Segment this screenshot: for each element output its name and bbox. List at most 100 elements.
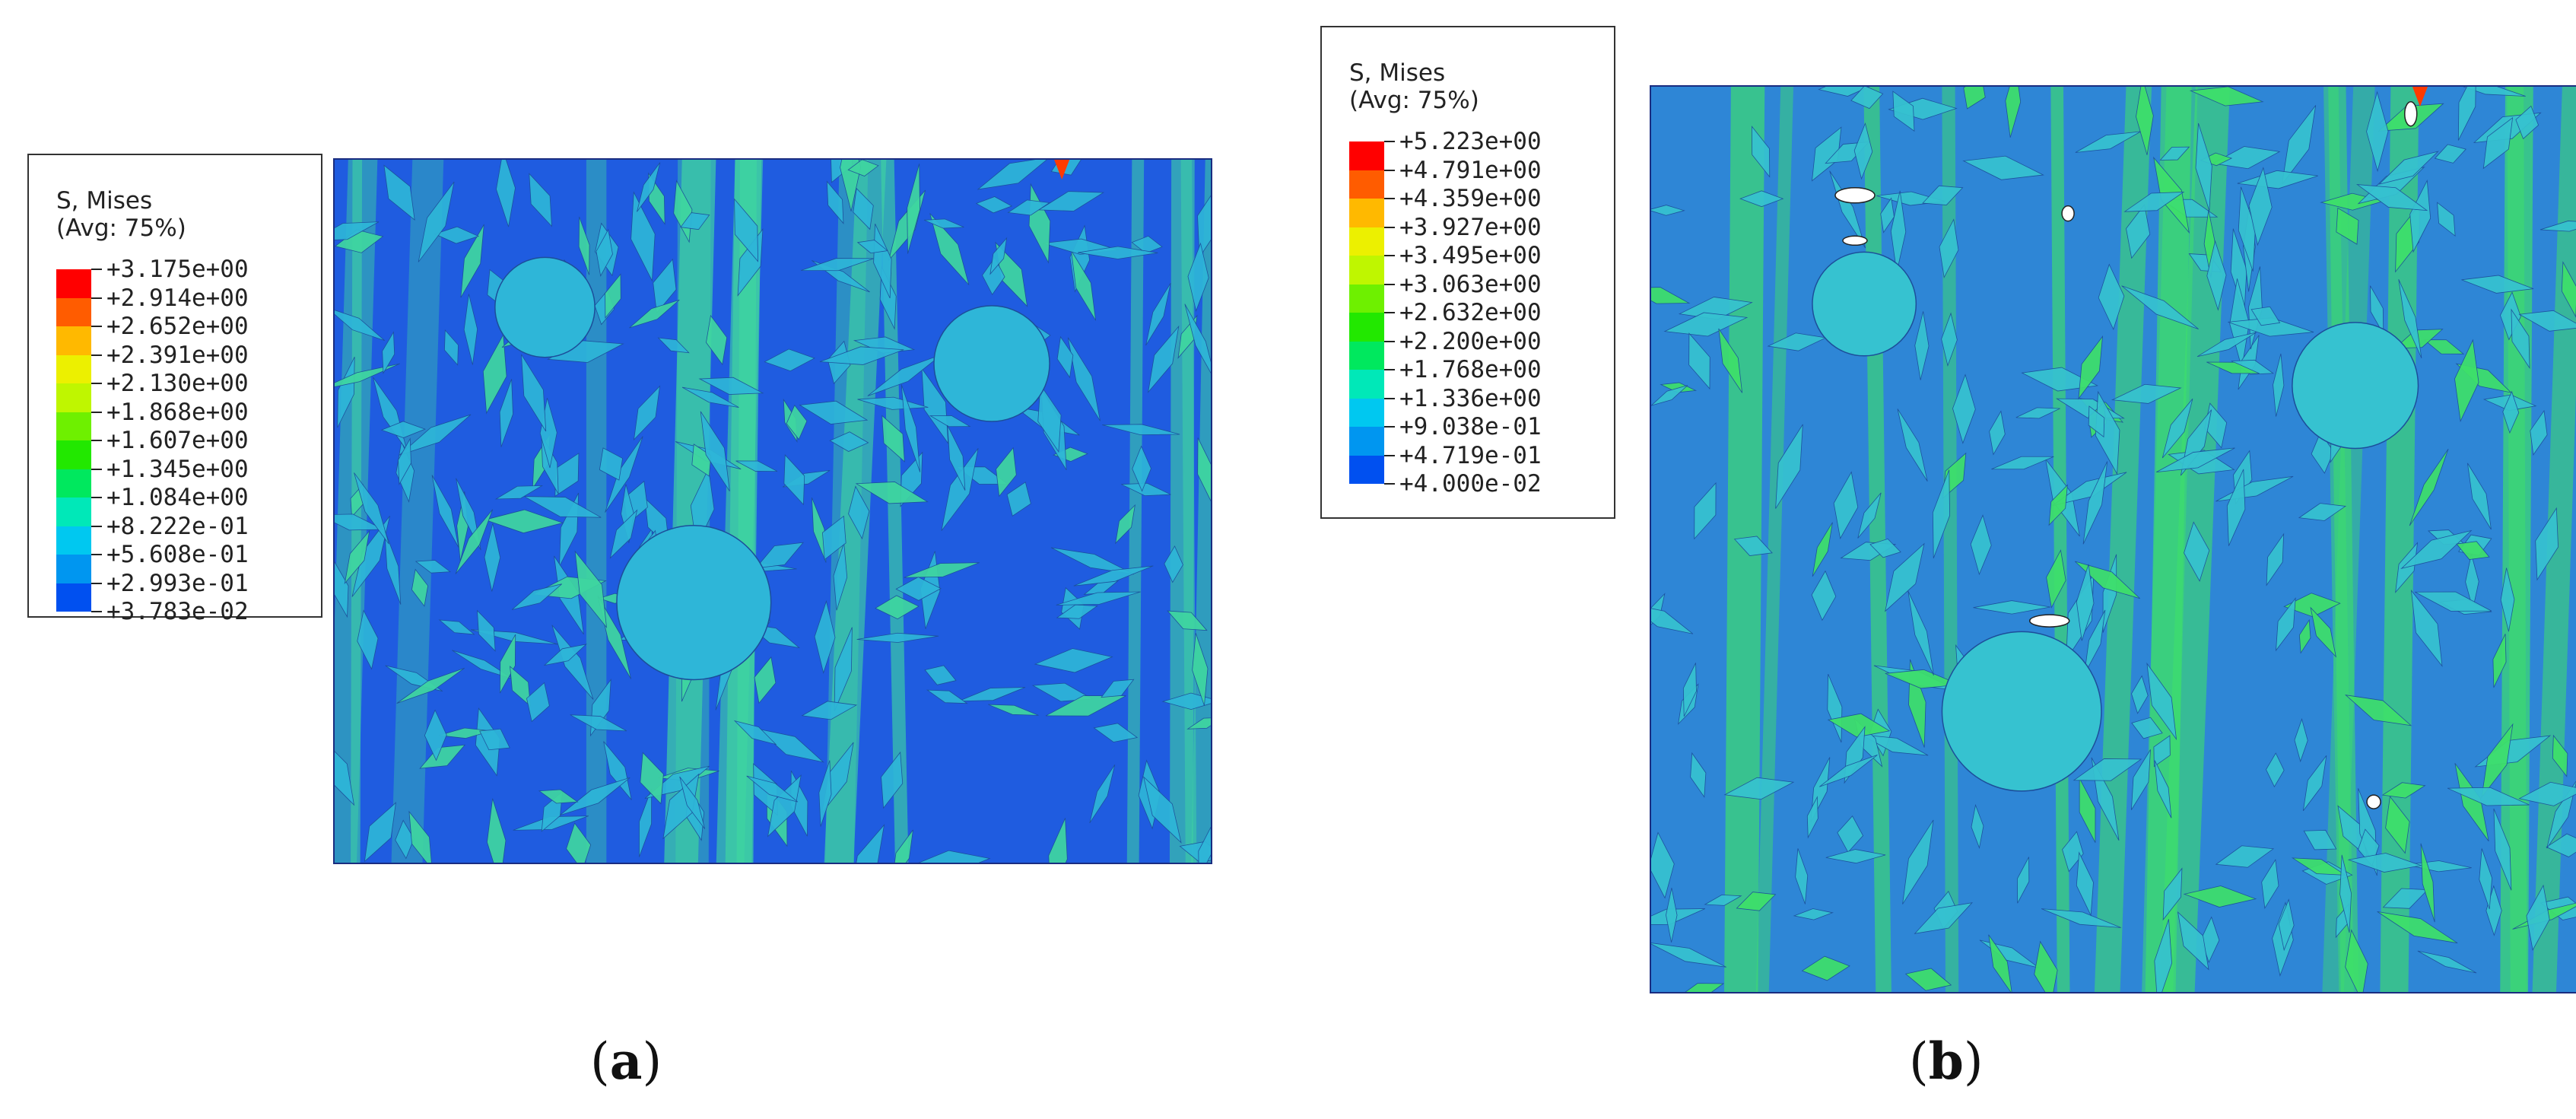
aggregate-particle (2377, 151, 2439, 185)
aggregate-particle (1651, 205, 1685, 216)
legend-tick-label: +1.345e+00 (106, 455, 249, 483)
aggregate-particle (2136, 87, 2154, 155)
aggregate-particle (921, 367, 949, 445)
aggregate-particle (1048, 818, 1068, 863)
aggregate-particle (2511, 308, 2530, 370)
legend-swatch (1349, 199, 1384, 227)
aggregate-particle (653, 258, 677, 314)
aggregate-particle (2410, 589, 2443, 667)
aggregate-particle (633, 385, 661, 441)
aggregate-particle (2073, 758, 2142, 781)
legend-tick-label: +4.000e-02 (1399, 470, 1542, 498)
aggregate-particle (1861, 734, 1929, 756)
aggregate-particle (2515, 105, 2539, 140)
panel-b: S, Mises (Avg: 75%) +5.223e+00 +4.791e+00… (1293, 0, 2576, 1119)
aggregate-particle (850, 823, 885, 863)
legend-subtitle: (Avg: 75%) (1349, 87, 1479, 114)
legend-tick-label: +4.359e+00 (1399, 185, 1542, 212)
aggregate-particle (510, 666, 531, 707)
aggregate-particle (1914, 902, 1974, 934)
aggregate-particle (1857, 492, 1882, 539)
legend-swatch (1349, 427, 1384, 456)
aggregate-particle (2017, 857, 2030, 904)
aggregate-particle (2347, 853, 2422, 873)
legend-swatch (1349, 170, 1384, 199)
aggregate-particle (2131, 717, 2163, 739)
aggregate-particle (929, 415, 971, 428)
legend-swatch (56, 555, 91, 583)
aggregate-particle (2546, 833, 2576, 857)
aggregate-particle (1187, 242, 1209, 312)
stress-band (725, 160, 762, 863)
legend-swatch (1349, 398, 1384, 427)
legend-tick (1384, 397, 1395, 399)
aggregate-particle (2177, 911, 2209, 971)
circular-inclusion (933, 305, 1050, 422)
legend-tick (91, 554, 102, 555)
aggregate-particle (2423, 339, 2465, 354)
legend-tick-label: +1.336e+00 (1399, 384, 1542, 412)
aggregate-particle (1056, 591, 1141, 606)
aggregate-particle (941, 448, 979, 531)
caption-letter: a (609, 1032, 643, 1091)
aggregate-particle (909, 850, 991, 863)
aggregate-particle (2183, 885, 2257, 908)
legend-tick-label: +8.222e-01 (106, 512, 249, 540)
legend-tick (91, 383, 102, 384)
aggregate-particle (958, 687, 1026, 702)
aggregate-particle (681, 386, 739, 408)
legend-tick (1384, 312, 1395, 313)
aggregate-particle (1833, 471, 1859, 540)
contour-plot-b (1651, 87, 2576, 992)
aggregate-particle (801, 701, 858, 720)
aggregate-particle (431, 475, 459, 548)
damage-void (2404, 100, 2418, 127)
aggregate-particle (2500, 567, 2515, 632)
aggregate-particle (1869, 538, 1901, 558)
aggregate-particle (2184, 521, 2210, 582)
aggregate-particle (1056, 335, 1074, 379)
aggregate-particle (499, 379, 513, 447)
aggregate-particle (380, 421, 427, 438)
aggregate-particle (2310, 606, 2336, 658)
aggregate-particle (2162, 867, 2183, 921)
legend-swatch (56, 354, 91, 383)
legend-swatch (56, 297, 91, 326)
aggregate-particle (570, 714, 627, 732)
aggregate-particle (2248, 167, 2273, 246)
aggregate-particle (2084, 609, 2106, 675)
caption-a: (a) (590, 1032, 662, 1091)
aggregate-particle (924, 665, 957, 685)
circular-inclusion (494, 256, 596, 358)
aggregate-particle (1988, 934, 2012, 992)
aggregate-particle (2076, 851, 2094, 917)
aggregate-particle (2276, 597, 2296, 652)
aggregate-particle (2434, 144, 2466, 164)
aggregate-particle (2266, 752, 2285, 788)
damage-void (1834, 187, 1876, 204)
aggregate-particle (444, 329, 459, 366)
aggregate-particle (680, 212, 710, 230)
aggregate-particle (2111, 383, 2182, 404)
aggregate-particle (1101, 679, 1135, 698)
aggregate-particle (640, 752, 664, 805)
aggregate-particle (2052, 472, 2127, 507)
legend-swatch (1349, 370, 1384, 399)
contour-plot-a (335, 160, 1211, 863)
aggregate-particle (1688, 332, 1710, 390)
legend-swatch (56, 412, 91, 440)
legend-tick (91, 497, 102, 498)
legend-swatch (56, 469, 91, 498)
aggregate-particle (706, 314, 728, 366)
aggregate-particle (551, 625, 594, 700)
legend-subtitle: (Avg: 75%) (56, 215, 186, 242)
aggregate-particle (2500, 291, 2521, 341)
legend-tick-label: +5.608e-01 (106, 541, 249, 568)
aggregate-particle (754, 656, 777, 704)
aggregate-particle (603, 741, 632, 800)
legend-tick-label: +3.175e+00 (106, 256, 249, 283)
legend-tick (1384, 198, 1395, 199)
aggregate-particle (746, 775, 799, 803)
aggregate-particle (1736, 892, 1777, 911)
aggregate-particle (1914, 311, 1930, 380)
